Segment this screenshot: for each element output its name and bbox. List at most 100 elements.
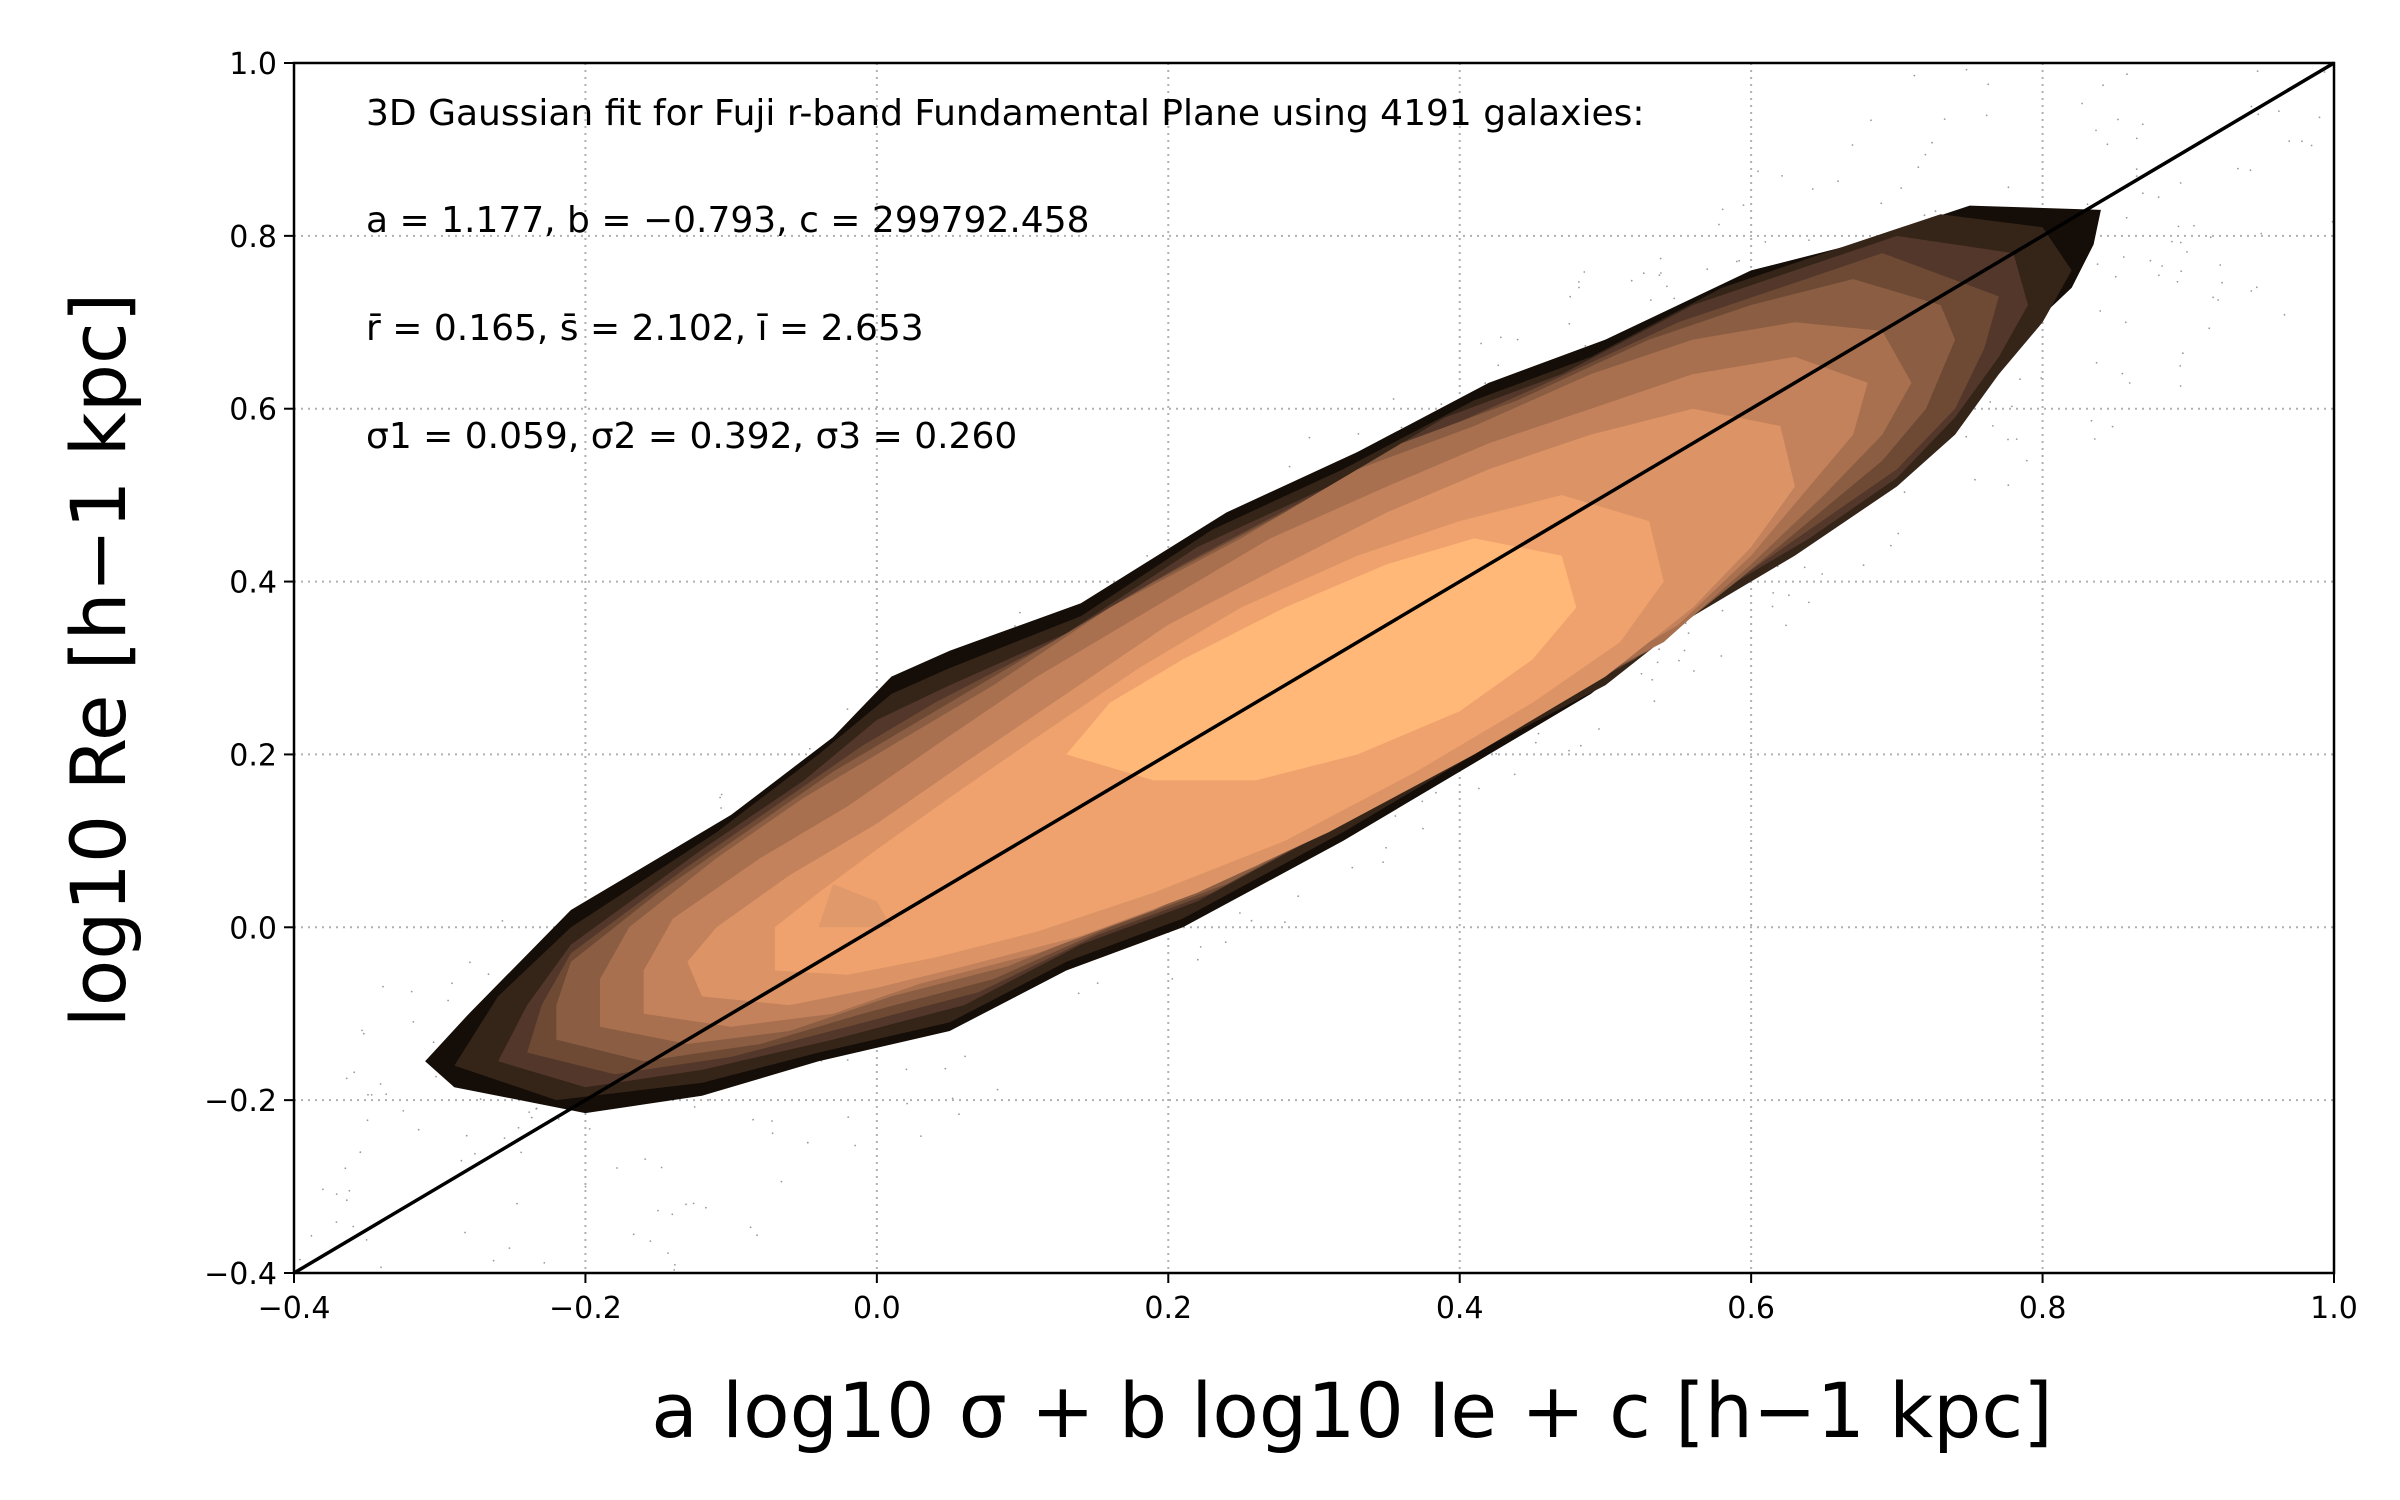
scatter-point: [1924, 153, 1927, 156]
contour-layers: [425, 205, 2101, 1114]
scatter-point: [2249, 169, 2252, 172]
scatter-point: [1738, 259, 1740, 262]
scatter-point: [2221, 281, 2224, 284]
scatter-point: [720, 807, 722, 809]
scatter-point: [958, 1113, 960, 1116]
scatter-point: [365, 1239, 368, 1241]
scatter-point: [348, 1189, 351, 1192]
scatter-point: [2135, 137, 2138, 140]
scatter-point: [2142, 192, 2144, 195]
scatter-point: [1880, 202, 1883, 205]
scatter-point: [2007, 438, 2009, 441]
scatter-point: [1771, 605, 1774, 608]
scatter-point: [1351, 866, 1354, 869]
scatter-point: [1516, 338, 1519, 341]
scatter-point: [2301, 140, 2303, 143]
scatter-point: [644, 1158, 647, 1160]
scatter-point: [1513, 773, 1516, 776]
x-tick-label: −0.4: [258, 1291, 331, 1326]
annotation-block: 3D Gaussian fit for Fuji r-band Fundamen…: [366, 93, 1645, 457]
scatter-point: [503, 1137, 506, 1139]
scatter-point: [367, 1093, 369, 1096]
scatter-point: [1394, 815, 1397, 817]
scatter-point: [1917, 166, 1920, 169]
scatter-point: [345, 1199, 348, 1202]
scatter-point: [366, 1119, 369, 1122]
x-tick-label: 0.8: [2019, 1291, 2067, 1326]
scatter-point: [530, 1116, 533, 1119]
scatter-point: [1435, 791, 1437, 794]
scatter-point: [771, 1120, 773, 1122]
x-tick-label: −0.2: [549, 1291, 622, 1326]
axis-ticks: −0.4 −0.2 0.0 0.2 0.4 0.6 0.8 1.0 −0.4 −0.2 0.0 0.2…: [204, 47, 2358, 1326]
scatter-point: [2128, 382, 2131, 384]
scatter-point: [673, 1269, 676, 1271]
scatter-point: [1989, 401, 1992, 403]
scatter-point: [2157, 196, 2160, 199]
y-tick-label: −0.4: [204, 1257, 277, 1292]
scatter-point: [2090, 419, 2093, 422]
scatter-point: [402, 1110, 405, 1112]
scatter-point: [1171, 978, 1174, 980]
scatter-point: [2179, 182, 2182, 184]
scatter-point: [1851, 144, 1854, 146]
scatter-point: [1484, 382, 1487, 385]
scatter-point: [2102, 84, 2104, 87]
scatter-point: [2135, 175, 2138, 178]
scatter-point: [1357, 433, 1360, 435]
scatter-point: [2015, 438, 2018, 440]
scatter-point: [2121, 372, 2124, 375]
scatter-point: [905, 1068, 908, 1071]
scatter-point: [2099, 310, 2102, 312]
scatter-point: [588, 1128, 591, 1130]
scatter-point: [944, 1067, 947, 1070]
x-axis-label: a log10 σ + b log10 Ie + c [h−1 kpc]: [651, 1366, 2053, 1455]
scatter-point: [705, 1206, 707, 1209]
scatter-point: [1742, 204, 1745, 207]
x-tick-label: 0.2: [1144, 1291, 1192, 1326]
scatter-point: [412, 1021, 415, 1023]
scatter-point: [1788, 594, 1790, 597]
scatter-point: [1568, 749, 1570, 752]
y-tick-label: 0.6: [229, 393, 277, 428]
scatter-point: [906, 1102, 908, 1105]
scatter-point: [1649, 299, 1652, 301]
scatter-point: [1146, 555, 1148, 557]
y-tick-label: 0.4: [229, 566, 277, 601]
scatter-point: [432, 1041, 435, 1044]
scatter-point: [379, 1083, 382, 1085]
scatter-point: [1660, 272, 1662, 274]
scatter-point: [951, 1097, 954, 1100]
scatter-point: [1495, 753, 1497, 755]
scatter-point: [1014, 625, 1016, 627]
scatter-point: [692, 1202, 695, 1205]
scatter-point: [846, 1059, 849, 1061]
scatter-point: [2161, 265, 2164, 267]
scatter-point: [2318, 116, 2321, 119]
scatter-point: [752, 1118, 754, 1121]
scatter-point: [2256, 70, 2259, 72]
scatter-point: [1992, 425, 1994, 427]
scatter-point: [1803, 566, 1806, 569]
scatter-point: [1923, 214, 1926, 217]
scatter-point: [557, 1118, 560, 1120]
scatter-point: [469, 961, 471, 964]
scatter-point: [335, 1193, 338, 1195]
scatter-point: [1656, 661, 1659, 664]
scatter-point: [1965, 435, 1968, 438]
scatter-point: [667, 1252, 669, 1254]
scatter-point: [1781, 175, 1783, 177]
scatter-point: [1890, 544, 1892, 547]
scatter-point: [2081, 102, 2084, 105]
scatter-point: [1757, 170, 1759, 173]
scatter-point: [1666, 285, 1668, 288]
scatter-point: [1913, 74, 1916, 77]
scatter-point: [1870, 119, 1872, 122]
scatter-point: [2179, 241, 2182, 244]
scatter-point: [345, 1077, 348, 1080]
scatter-point: [1837, 180, 1839, 183]
scatter-point: [808, 747, 811, 750]
scatter-point: [508, 1247, 511, 1249]
